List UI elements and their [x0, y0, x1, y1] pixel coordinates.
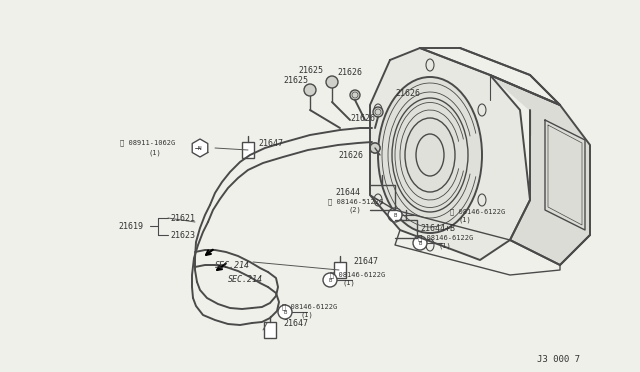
Polygon shape	[490, 75, 590, 265]
Text: (1): (1)	[458, 217, 471, 223]
Text: (2): (2)	[348, 207, 361, 213]
Text: 21626: 21626	[337, 67, 362, 77]
Bar	[242, 142, 254, 158]
Text: Ⓑ 08146-6122G: Ⓑ 08146-6122G	[282, 304, 337, 310]
Text: SEC.214: SEC.214	[228, 276, 263, 285]
Text: 21647: 21647	[353, 257, 378, 266]
Text: (1): (1)	[438, 243, 451, 249]
Text: Ⓑ 08146-6122G: Ⓑ 08146-6122G	[450, 209, 505, 215]
Ellipse shape	[304, 84, 316, 96]
Text: 21626: 21626	[395, 89, 420, 97]
Text: Ⓑ 08146-6122G: Ⓑ 08146-6122G	[330, 272, 385, 278]
Text: B: B	[284, 310, 287, 314]
Text: (1): (1)	[343, 280, 356, 286]
Text: Ⓑ 08146-5122G: Ⓑ 08146-5122G	[328, 199, 383, 205]
Text: 21626: 21626	[338, 151, 363, 160]
Text: 21625: 21625	[283, 76, 308, 84]
Ellipse shape	[373, 107, 383, 117]
Ellipse shape	[350, 90, 360, 100]
Ellipse shape	[378, 77, 482, 233]
Ellipse shape	[323, 273, 337, 287]
Text: 21625: 21625	[298, 65, 323, 74]
Text: (1): (1)	[148, 150, 161, 156]
Bar	[334, 262, 346, 278]
Text: SEC.214: SEC.214	[215, 260, 250, 269]
Text: B: B	[419, 241, 422, 246]
Ellipse shape	[278, 305, 292, 319]
Polygon shape	[192, 139, 208, 157]
Ellipse shape	[413, 236, 427, 250]
Ellipse shape	[370, 143, 380, 153]
Bar	[264, 322, 276, 338]
Text: 21644+B: 21644+B	[420, 224, 455, 232]
Text: 21644: 21644	[335, 187, 360, 196]
Text: (1): (1)	[300, 312, 313, 318]
Text: B: B	[328, 278, 332, 282]
Text: J3 000 7: J3 000 7	[537, 356, 580, 365]
Ellipse shape	[370, 143, 380, 153]
Text: Ⓝ 08911-1062G: Ⓝ 08911-1062G	[120, 140, 175, 146]
Text: 21621: 21621	[170, 214, 195, 222]
Ellipse shape	[326, 76, 338, 88]
Text: 21623: 21623	[170, 231, 195, 240]
Polygon shape	[370, 48, 530, 260]
Text: N: N	[198, 145, 202, 151]
Text: 21619: 21619	[118, 221, 143, 231]
Text: 21647: 21647	[283, 318, 308, 327]
Text: 21626: 21626	[350, 113, 375, 122]
Text: B: B	[394, 212, 397, 218]
Ellipse shape	[388, 208, 402, 222]
Text: Ⓑ 08146-6122G: Ⓑ 08146-6122G	[418, 235, 473, 241]
Text: 21647: 21647	[258, 138, 283, 148]
